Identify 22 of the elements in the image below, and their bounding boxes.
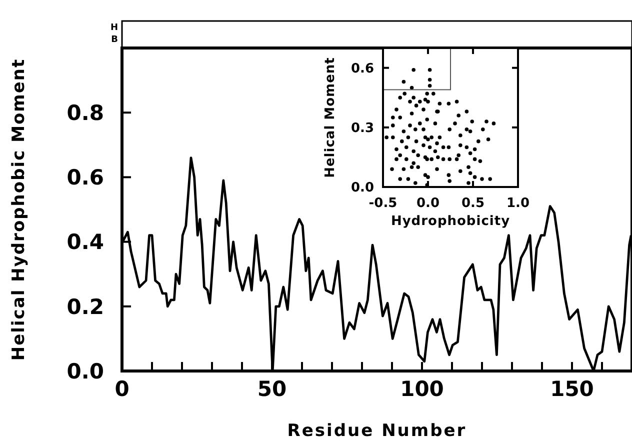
y-tick-label: 0.6 [350,61,374,76]
x-tick-label: 0.5 [461,196,485,211]
x-tick-label: 0.0 [416,196,440,211]
y-tick-label: 0.6 [66,166,104,190]
y-tick-label: 0.2 [66,294,104,319]
x-tick-label: 100 [400,377,444,401]
y-axis-title: Helical Hydrophobic Moment [9,58,29,361]
x-axis-title: Residue Number [287,421,467,441]
x-tick-label: 1.0 [506,196,530,211]
y-tick-label: 0.0 [66,359,104,384]
text: B [111,35,118,45]
y-tick-label: 0.8 [66,100,104,125]
x-tick-label: 150 [550,377,594,401]
y-axis-title: Helical Moment [323,57,338,178]
x-tick-label: -0.5 [368,196,398,211]
y-tick-label: 0.0 [350,180,374,196]
x-tick-label: 0 [114,377,130,401]
y-tick-label: 0.4 [66,230,104,254]
x-axis-title: Hydrophobicity [390,214,510,229]
x-tick-label: 50 [257,377,287,401]
text: H [110,23,118,33]
y-tick-label: 0.3 [350,120,374,136]
